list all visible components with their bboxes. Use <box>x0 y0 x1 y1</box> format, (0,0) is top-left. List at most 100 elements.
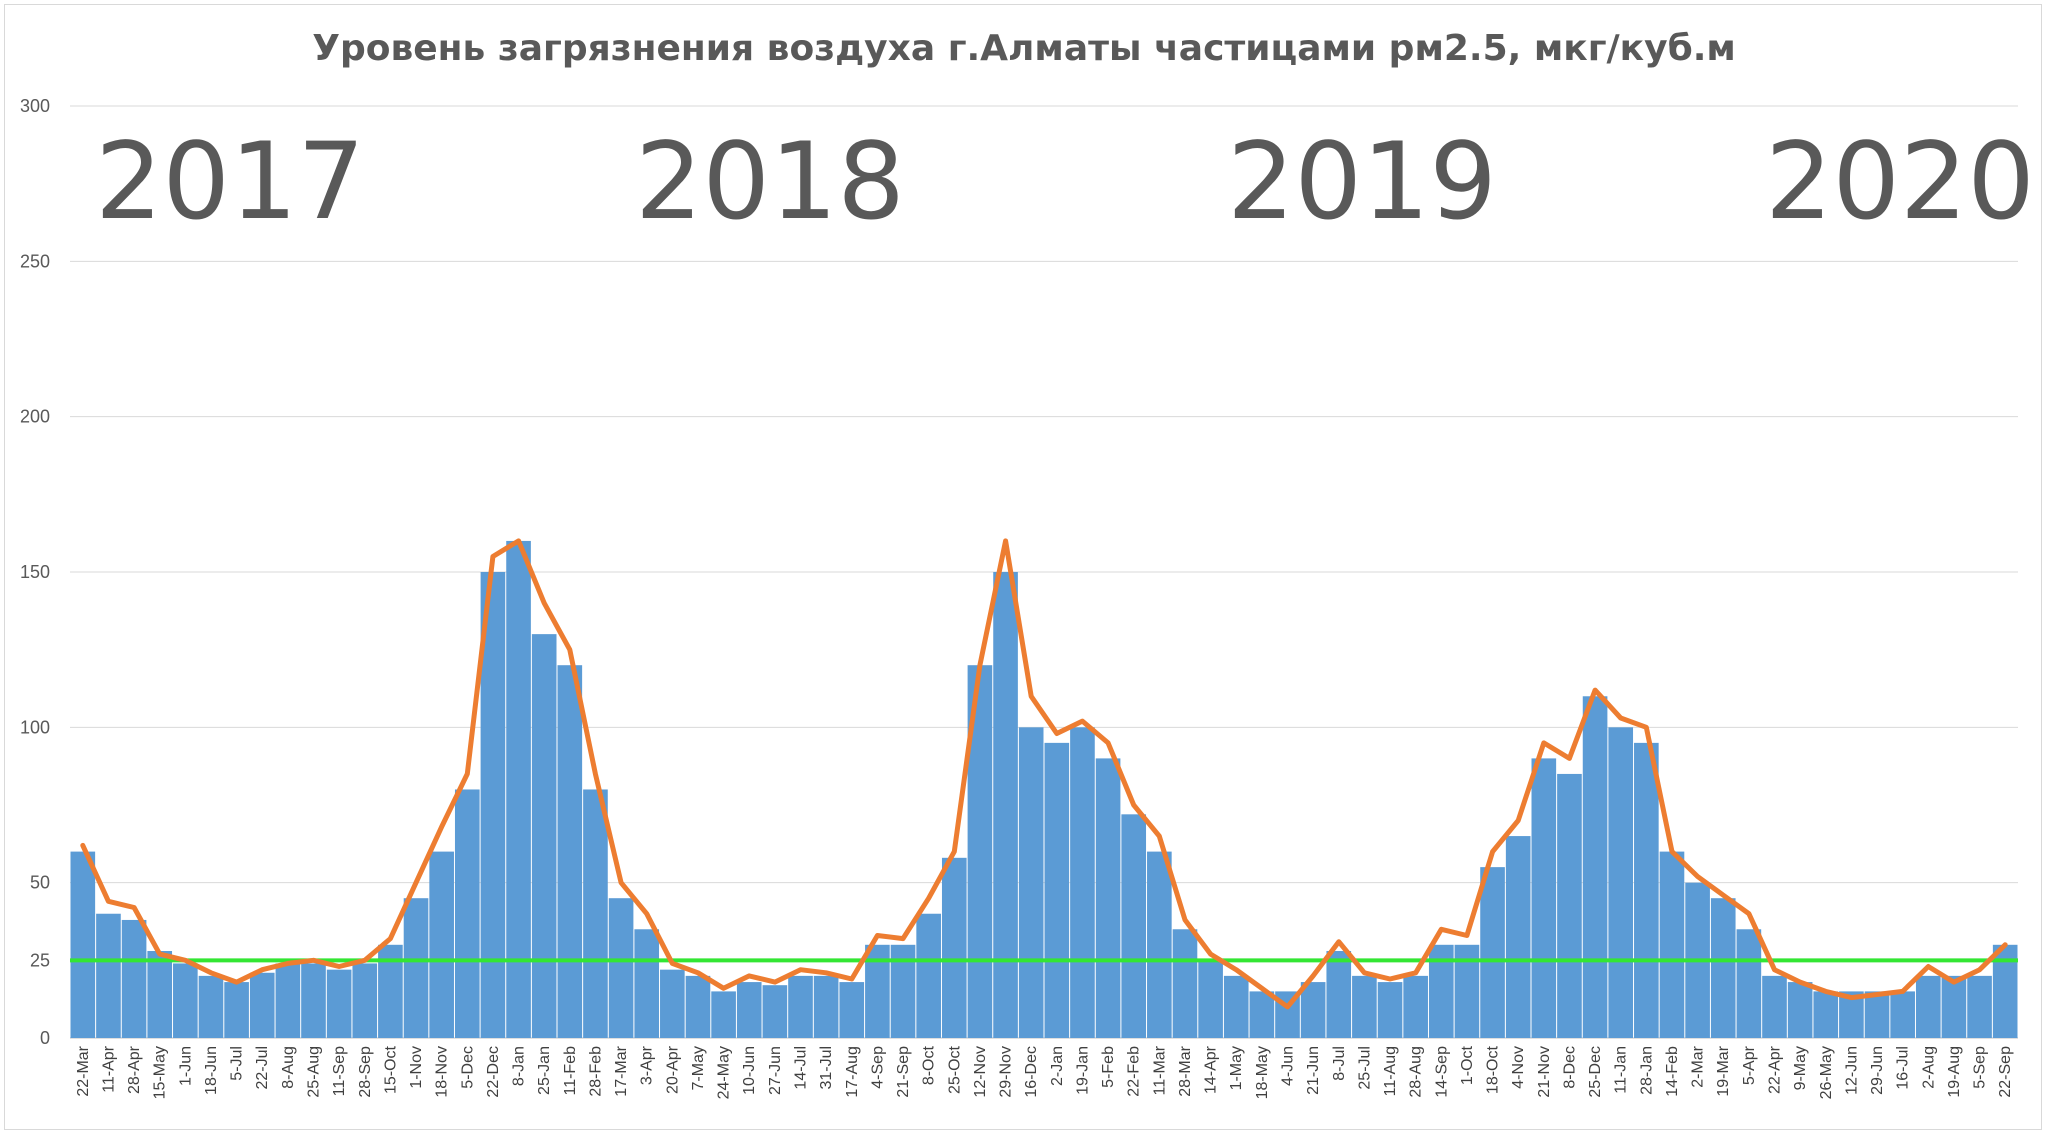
data-bar <box>1710 898 1736 1038</box>
x-tick-label: 10-Jun <box>741 1046 758 1095</box>
x-tick-label: 22-Dec <box>485 1046 502 1098</box>
data-bar <box>326 969 352 1038</box>
x-tick-label: 18-May <box>1254 1046 1271 1099</box>
data-bar <box>198 975 224 1038</box>
data-bar <box>1147 851 1172 1038</box>
x-tick-label: 18-Oct <box>1485 1045 1502 1094</box>
data-bar <box>301 963 326 1038</box>
x-tick-label: 5-Apr <box>1741 1045 1758 1085</box>
data-bar <box>1659 851 1685 1038</box>
data-bar <box>1018 727 1044 1038</box>
data-bar <box>531 634 557 1038</box>
x-tick-label: 11-Jan <box>1613 1046 1630 1094</box>
x-tick-label: 8-Jan <box>511 1046 528 1086</box>
data-bar <box>1249 991 1275 1038</box>
data-bar <box>70 851 96 1038</box>
data-bar <box>813 975 839 1038</box>
data-bar <box>1736 929 1762 1038</box>
data-bar <box>711 991 736 1038</box>
x-tick-label: 28-Feb <box>587 1046 604 1097</box>
year-label: 2020 <box>1765 120 2035 243</box>
data-bar <box>557 665 583 1038</box>
data-bar <box>352 963 378 1038</box>
data-bar <box>1198 960 1223 1038</box>
x-tick-label: 14-Sep <box>1433 1046 1450 1098</box>
x-tick-label: 29-Nov <box>998 1046 1015 1098</box>
x-tick-label: 1-Oct <box>1459 1045 1476 1085</box>
data-bar <box>1890 991 1915 1038</box>
x-tick-label: 5-Feb <box>1100 1046 1117 1088</box>
y-tick-label: 200 <box>20 407 50 427</box>
x-tick-label: 18-Nov <box>434 1046 451 1098</box>
data-bar <box>1582 696 1608 1038</box>
x-tick-label: 21-Jun <box>1305 1046 1322 1095</box>
year-label: 2018 <box>635 120 905 243</box>
x-tick-label: 28-Sep <box>357 1046 374 1098</box>
x-tick-label: 24-May <box>716 1046 733 1099</box>
x-tick-label: 1-Nov <box>408 1046 425 1089</box>
x-tick-label: 28-Jan <box>1638 1046 1655 1095</box>
data-bar <box>1608 727 1634 1038</box>
x-tick-label: 11-Sep <box>331 1046 348 1097</box>
x-tick-label: 22-Sep <box>1997 1046 2014 1098</box>
data-bar <box>173 963 198 1038</box>
x-tick-label: 11-Apr <box>100 1045 117 1093</box>
x-tick-label: 11-Aug <box>1382 1046 1399 1096</box>
x-tick-label: 2-Aug <box>1920 1046 1937 1089</box>
data-bar <box>403 898 429 1038</box>
data-bar <box>608 898 634 1038</box>
data-bar <box>506 540 531 1038</box>
x-tick-label: 14-Feb <box>1664 1046 1681 1097</box>
x-tick-label: 15-May <box>152 1046 169 1099</box>
y-tick-label: 50 <box>30 873 50 893</box>
x-tick-label: 8-Aug <box>280 1046 297 1089</box>
x-tick-label: 26-May <box>1818 1046 1835 1099</box>
moving-average-line <box>80 538 2008 1010</box>
x-tick-label: 25-Aug <box>306 1046 323 1098</box>
data-bar <box>762 985 788 1038</box>
x-tick-label: 2-Jan <box>1049 1046 1066 1086</box>
x-tick-label: 14-Apr <box>1203 1045 1220 1094</box>
data-bar <box>96 913 121 1038</box>
x-tick-label: 18-Jun <box>203 1046 220 1095</box>
data-bar <box>147 951 173 1038</box>
x-tick-label: 25-Jul <box>1356 1046 1373 1090</box>
moving-average-group <box>80 538 2008 1010</box>
data-bar <box>1352 975 1377 1038</box>
x-tick-label: 22-Mar <box>75 1045 92 1096</box>
y-tick-label: 150 <box>20 562 50 582</box>
data-bar <box>1377 982 1403 1038</box>
x-tick-label: 22-Jul <box>254 1046 271 1090</box>
data-bar <box>788 975 813 1038</box>
data-bar <box>660 969 685 1038</box>
y-tick-label: 300 <box>20 96 50 116</box>
data-bar <box>1326 951 1352 1038</box>
x-tick-label: 17-Aug <box>844 1046 861 1098</box>
data-bar <box>583 789 608 1038</box>
data-bar <box>839 982 865 1038</box>
data-bar <box>941 857 967 1038</box>
chart-title: Уровень загрязнения воздуха г.Алматы час… <box>312 28 1736 69</box>
x-tick-label: 2-Mar <box>1690 1045 1707 1087</box>
x-tick-label: 9-May <box>1792 1046 1809 1090</box>
y-axis-labels: 0 50 100 150 200 250 300 <box>20 96 50 1048</box>
x-tick-label: 28-Apr <box>126 1045 143 1094</box>
data-bar <box>1941 975 1967 1038</box>
x-tick-label: 14-Jul <box>793 1046 810 1090</box>
x-tick-label: 4-Sep <box>869 1046 886 1089</box>
x-tick-label: 29-Jun <box>1869 1046 1886 1095</box>
data-bar <box>736 982 762 1038</box>
x-tick-label: 21-Nov <box>1536 1046 1553 1098</box>
data-bar <box>224 982 249 1038</box>
data-bar <box>1403 975 1428 1038</box>
x-tick-label: 5-Dec <box>459 1046 476 1089</box>
x-tick-label: 11-Mar <box>1151 1045 1168 1095</box>
x-tick-label: 12-Nov <box>972 1046 989 1098</box>
x-tick-label: 8-Oct <box>921 1045 938 1085</box>
y-tick-label: 100 <box>20 717 50 737</box>
data-bar <box>1070 727 1095 1038</box>
x-tick-label: 8-Dec <box>1561 1046 1578 1089</box>
year-label: 2017 <box>95 120 365 243</box>
x-tick-label: 22-Apr <box>1767 1045 1784 1094</box>
